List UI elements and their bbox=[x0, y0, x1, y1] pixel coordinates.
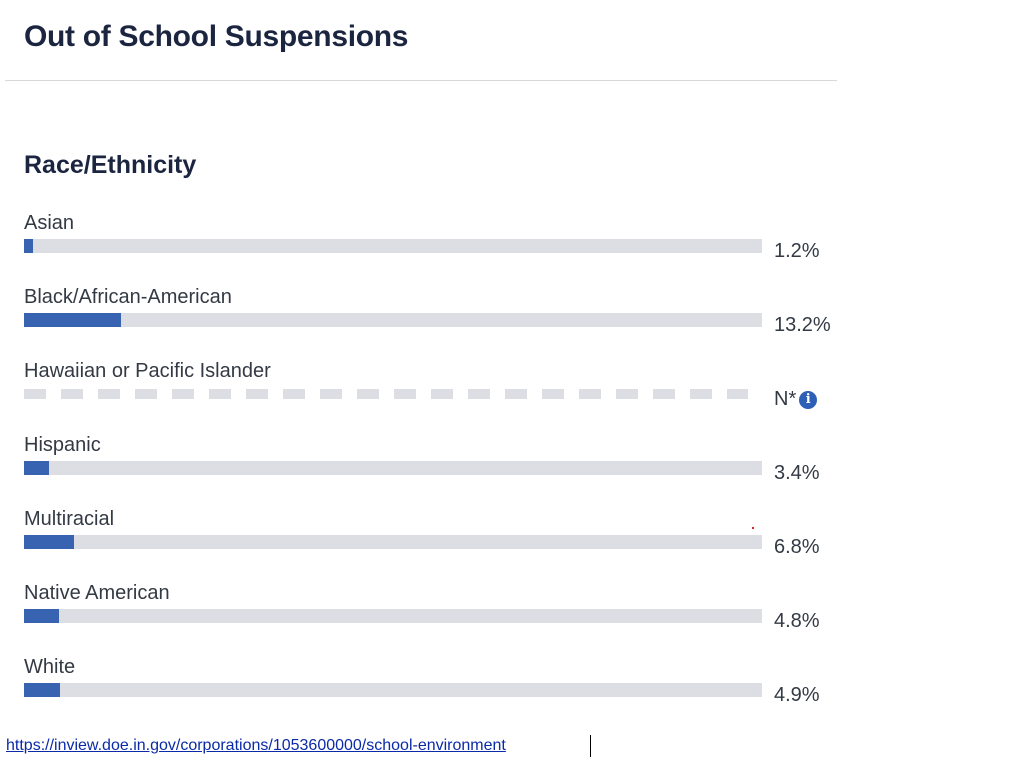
bar-value-text: 1.2% bbox=[774, 240, 820, 262]
bar-track-unavailable bbox=[24, 389, 748, 399]
bar-track bbox=[24, 239, 762, 253]
bar bbox=[24, 461, 49, 475]
bar-value-label: N* i bbox=[774, 388, 818, 411]
bar bbox=[24, 239, 33, 253]
bar-track bbox=[24, 535, 762, 549]
bar-category-label: Black/African-American bbox=[24, 286, 232, 308]
bar-value-label: 3.4% bbox=[774, 462, 820, 485]
bar-row: White 4.9% bbox=[0, 656, 900, 730]
title-divider bbox=[5, 80, 837, 81]
bar bbox=[24, 313, 121, 327]
bar-row: Black/African-American 13.2% bbox=[0, 286, 900, 360]
bar-row: Native American 4.8% bbox=[0, 582, 900, 656]
bar-track bbox=[24, 609, 762, 623]
text-cursor bbox=[590, 735, 591, 757]
bar-row: Hawaiian or Pacific Islander N* i bbox=[0, 360, 900, 434]
info-icon[interactable]: i bbox=[799, 391, 818, 409]
bar-category-label: Multiracial bbox=[24, 508, 115, 530]
bar-row: Multiracial 6.8% bbox=[0, 508, 900, 582]
bar-value-text: 4.8% bbox=[774, 610, 820, 632]
bar-value-label: 6.8% bbox=[774, 536, 820, 559]
bar bbox=[24, 609, 59, 623]
bar-category-label: Native American bbox=[24, 582, 170, 604]
stray-red-dot bbox=[752, 527, 754, 529]
bar bbox=[24, 535, 74, 549]
bar-track bbox=[24, 461, 762, 475]
bar-row: Hispanic 3.4% bbox=[0, 434, 900, 508]
bar-value-text: 4.9% bbox=[774, 684, 820, 706]
bar-value-label: 13.2% bbox=[774, 314, 831, 337]
bar-track bbox=[24, 683, 762, 697]
bar-value-text: 3.4% bbox=[774, 462, 820, 484]
page-title: Out of School Suspensions bbox=[24, 20, 409, 53]
bar-value-label: 1.2% bbox=[774, 240, 820, 263]
bar-value-label: 4.9% bbox=[774, 684, 820, 707]
source-link[interactable]: https://inview.doe.in.gov/corporations/1… bbox=[6, 737, 506, 754]
bar-value-label: 4.8% bbox=[774, 610, 820, 633]
bar-track bbox=[24, 313, 762, 327]
bar-value-text: 6.8% bbox=[774, 536, 820, 558]
bar-category-label: Asian bbox=[24, 212, 75, 234]
bar bbox=[24, 683, 60, 697]
bar-row: Asian 1.2% bbox=[0, 212, 900, 286]
bar-category-label: Hispanic bbox=[24, 434, 101, 456]
bar-value-text: N* bbox=[774, 388, 797, 410]
bar-category-label: White bbox=[24, 656, 76, 678]
bar-category-label: Hawaiian or Pacific Islander bbox=[24, 360, 271, 382]
section-title: Race/Ethnicity bbox=[24, 151, 197, 179]
bar-value-text: 13.2% bbox=[774, 314, 831, 336]
